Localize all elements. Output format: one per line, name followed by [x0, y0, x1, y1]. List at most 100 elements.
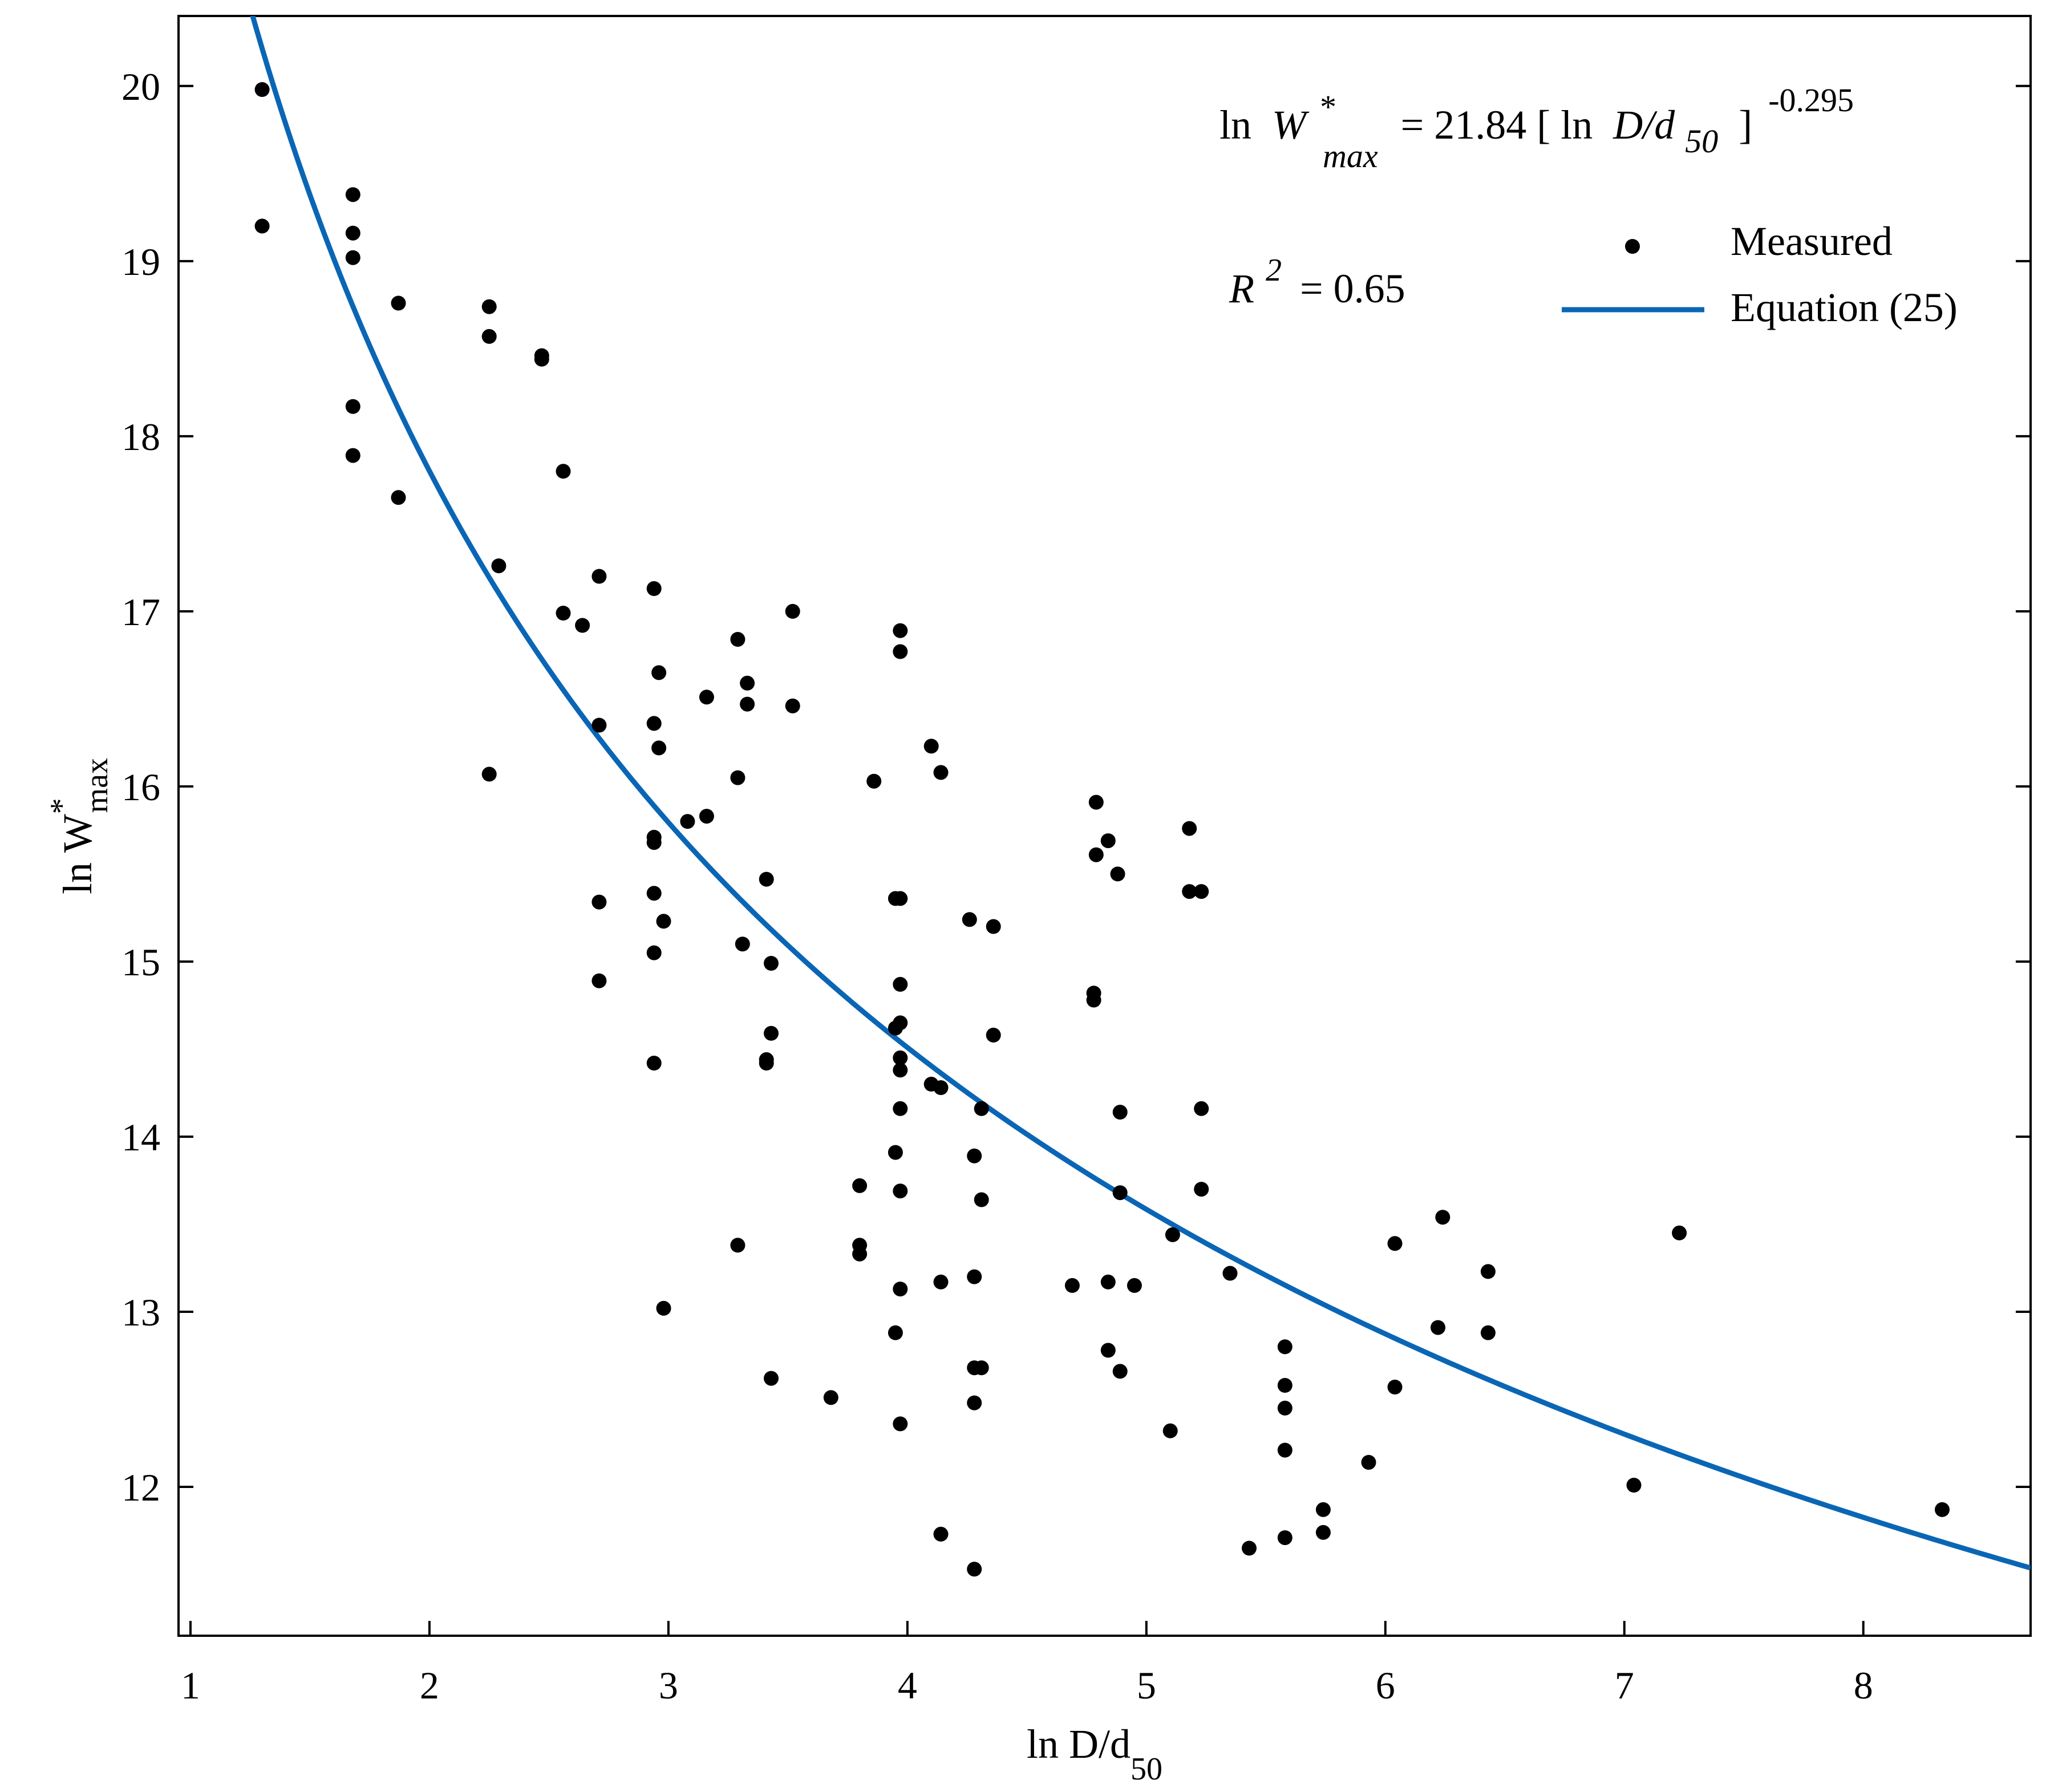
data-point [893, 644, 908, 659]
equation-curve [250, 16, 2031, 1571]
y-tick-label: 14 [121, 1116, 160, 1159]
data-point [893, 976, 908, 992]
data-point [967, 1395, 982, 1410]
data-point [1162, 1423, 1178, 1438]
data-point [852, 1246, 868, 1262]
data-point [888, 1145, 903, 1160]
data-point [345, 250, 360, 265]
data-point [740, 675, 755, 691]
r-squared-annotation: R 2 = 0.65 [1229, 244, 1405, 311]
data-point [1064, 1278, 1080, 1293]
data-point [893, 1282, 908, 1297]
data-point [730, 770, 746, 785]
data-point [591, 569, 607, 584]
equation-rhs-close: ] [1739, 102, 1752, 148]
r-squared-rest: = 0.65 [1300, 266, 1405, 311]
legend-label-equation: Equation (25) [1731, 285, 1958, 330]
data-point [1127, 1278, 1142, 1293]
data-point [852, 1178, 868, 1193]
data-point [1086, 992, 1101, 1008]
data-point [1088, 794, 1104, 810]
data-point [730, 632, 746, 647]
data-point [986, 919, 1001, 934]
data-point [1672, 1225, 1687, 1240]
data-point [651, 740, 667, 756]
data-point [345, 448, 360, 463]
data-point [1112, 1185, 1128, 1201]
y-tick-label: 15 [121, 940, 160, 984]
data-point [481, 329, 497, 344]
data-point [823, 1390, 838, 1405]
data-point [785, 698, 800, 713]
y-tick-label: 19 [121, 240, 160, 283]
x-tick-label: 4 [898, 1664, 917, 1707]
y-axis-title-sub: max [79, 758, 115, 813]
data-point [1626, 1478, 1642, 1493]
data-point [1112, 1364, 1128, 1379]
data-point [1277, 1378, 1293, 1393]
data-point [651, 665, 667, 680]
data-point [680, 814, 695, 829]
data-point [254, 82, 270, 97]
data-point [933, 1080, 949, 1095]
data-point [893, 1063, 908, 1078]
data-point [967, 1148, 982, 1163]
data-point [391, 490, 406, 505]
data-point [893, 891, 908, 906]
r-squared-var: R [1229, 266, 1254, 311]
equation-rhs-main: = 21.84 [ ln [1401, 102, 1593, 148]
measured-points [254, 82, 1950, 1577]
data-point [481, 767, 497, 782]
data-point [759, 1056, 774, 1071]
data-point [893, 1416, 908, 1432]
y-axis-title-sup: * [44, 798, 79, 814]
data-point [1277, 1442, 1293, 1458]
data-point [933, 1274, 949, 1290]
data-point [759, 871, 774, 887]
data-point [1182, 821, 1197, 836]
data-point [1277, 1530, 1293, 1546]
data-point [1182, 884, 1197, 899]
data-point [967, 1269, 982, 1284]
data-point [1088, 847, 1104, 862]
data-point [893, 1183, 908, 1199]
data-point [591, 717, 607, 733]
data-point [1435, 1210, 1451, 1225]
data-point [646, 716, 662, 731]
data-point [1387, 1380, 1403, 1394]
data-point [1277, 1400, 1293, 1416]
data-point [888, 1325, 903, 1340]
data-point [591, 973, 607, 988]
x-axis: 1 2 3 4 5 6 7 8 [181, 1621, 1873, 1707]
x-tick-label: 8 [1854, 1664, 1873, 1707]
data-point [345, 187, 360, 202]
data-point [656, 914, 671, 929]
data-point [1315, 1525, 1331, 1540]
data-point [1194, 1101, 1209, 1116]
data-point [1100, 833, 1116, 849]
data-point [974, 1360, 989, 1376]
data-point [974, 1192, 989, 1207]
data-point [866, 773, 882, 789]
x-axis-title: ln D/d50 [1027, 1721, 1162, 1787]
data-point [646, 835, 662, 850]
data-point [1480, 1264, 1496, 1279]
data-point [1935, 1502, 1950, 1517]
data-point [893, 1050, 908, 1065]
data-point [699, 809, 714, 824]
y-tick-label: 17 [121, 590, 160, 634]
x-tick-label: 5 [1137, 1664, 1156, 1707]
equation-rhs-exp: -0.295 [1768, 82, 1854, 119]
data-point [1222, 1266, 1238, 1281]
x-tick-label: 2 [420, 1664, 439, 1707]
data-point [591, 894, 607, 910]
y-tick-label: 18 [121, 415, 160, 459]
equation-lhs-prefix: ln [1220, 102, 1251, 148]
data-point [481, 299, 497, 314]
data-point [933, 765, 949, 780]
data-point [785, 603, 800, 619]
r-squared-sup: 2 [1266, 253, 1282, 288]
equation-annotation: ln W * max = 21.84 [ ln D/d 50 ] -0.295 [1220, 82, 1854, 176]
data-point [740, 696, 755, 712]
